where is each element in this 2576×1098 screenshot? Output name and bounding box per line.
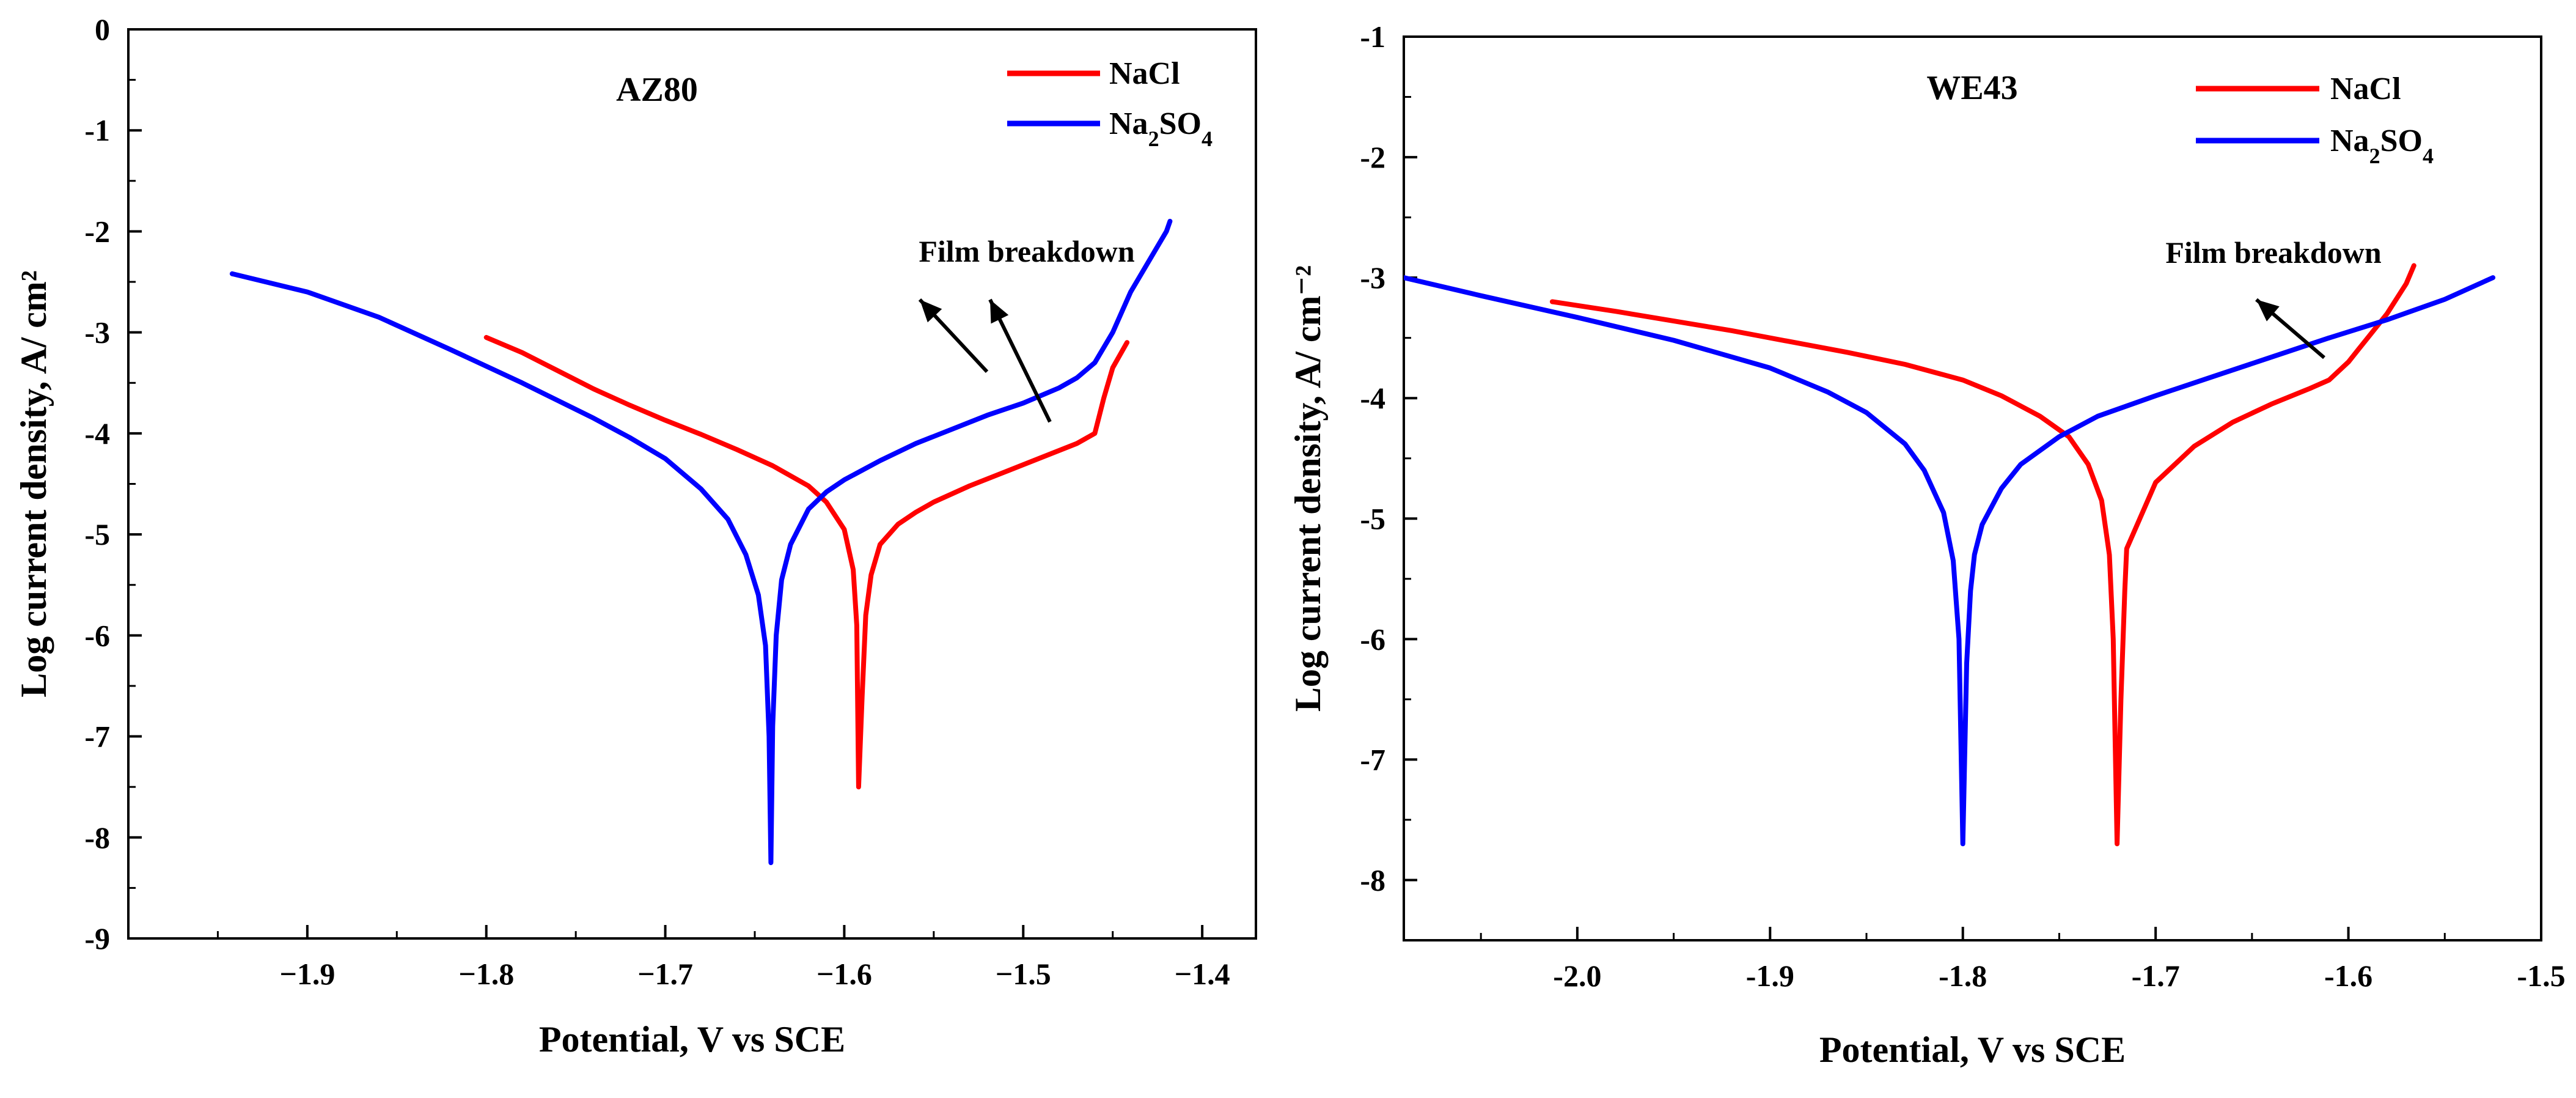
y-tick-label: -2 [84, 214, 110, 248]
chart-panel-we43: -2.0 -1.9 -1.8 -1.7 -1.6 -1.5 -1 -2 -3 -4 -5 -6 -7 -8… [1288, 20, 2566, 1070]
x-tick-label: −1.6 [816, 957, 872, 991]
annotation-arrow [988, 298, 1052, 423]
annotation-arrowhead [2256, 300, 2280, 322]
series-line-nacl [1549, 263, 2416, 847]
series-line-nacl [483, 334, 1130, 790]
x-axis-label: Potential, V vs SCE [539, 1019, 845, 1059]
y-tick-label: -4 [84, 416, 110, 451]
legend-label-nacl: NaCl [1109, 56, 1180, 91]
series-line-na2so4 [229, 218, 1173, 866]
y-tick-label: 0 [95, 12, 110, 46]
y-tick-label: -3 [1360, 260, 1385, 295]
x-tick-label: -1.6 [2324, 959, 2372, 993]
y-tick-label: -7 [84, 720, 110, 754]
plot-frame [1403, 35, 2542, 941]
chart-panel-az80: −1.9 −1.8 −1.7 −1.6 −1.5 −1.4 0 -1 -2 -3 -4 -5 -6 -7 -… [13, 12, 1257, 1059]
x-tick-label: -1.9 [1746, 959, 1794, 993]
panel-title: WE43 [1926, 69, 2017, 107]
y-tick-label: -9 [84, 921, 110, 956]
x-tick-label: -2.0 [1553, 959, 1601, 993]
annotation-arrowhead [990, 300, 1009, 324]
annotation-arrowhead [920, 300, 942, 323]
legend-label-na2so4: Na2SO4 [1109, 106, 1213, 151]
x-tick-label: −1.9 [279, 957, 335, 991]
y-axis-label: Log current density, A/ cm⁻² [1288, 265, 1328, 712]
annotation-film-breakdown: Film breakdown [919, 234, 1134, 268]
y-tick-label: -1 [84, 113, 110, 147]
y-tick-label: -2 [1360, 140, 1385, 174]
y-tick-label: -8 [84, 820, 110, 855]
x-axis-label: Potential, V vs SCE [1819, 1030, 2126, 1070]
y-tick-label: -4 [1360, 381, 1385, 415]
series-line-na2so4 [1404, 275, 2496, 847]
x-tick-label: -1.7 [2132, 959, 2180, 993]
y-tick-label: -5 [1360, 501, 1385, 536]
x-tick-label: −1.8 [458, 957, 514, 991]
x-tick-label: −1.4 [1175, 957, 1230, 991]
y-tick-label: -3 [84, 315, 110, 350]
y-tick-label: -6 [1360, 622, 1385, 656]
y-tick-label: -7 [1360, 742, 1385, 776]
legend-label-nacl: NaCl [2330, 72, 2401, 106]
y-tick-label: -1 [1360, 20, 1385, 54]
y-tick-label: -6 [84, 618, 110, 652]
x-tick-label: -1.5 [2517, 959, 2565, 993]
y-tick-label: -5 [84, 517, 110, 551]
panel-title: AZ80 [616, 71, 698, 109]
x-tick-label: -1.8 [1939, 959, 1987, 993]
y-tick-label: -8 [1360, 863, 1385, 897]
annotation-film-breakdown: Film breakdown [2165, 235, 2381, 270]
x-tick-label: −1.5 [996, 957, 1051, 991]
y-axis-label: Log current density, A/ cm² [13, 270, 54, 698]
x-tick-label: −1.7 [637, 957, 693, 991]
legend-label-na2so4: Na2SO4 [2330, 123, 2434, 168]
